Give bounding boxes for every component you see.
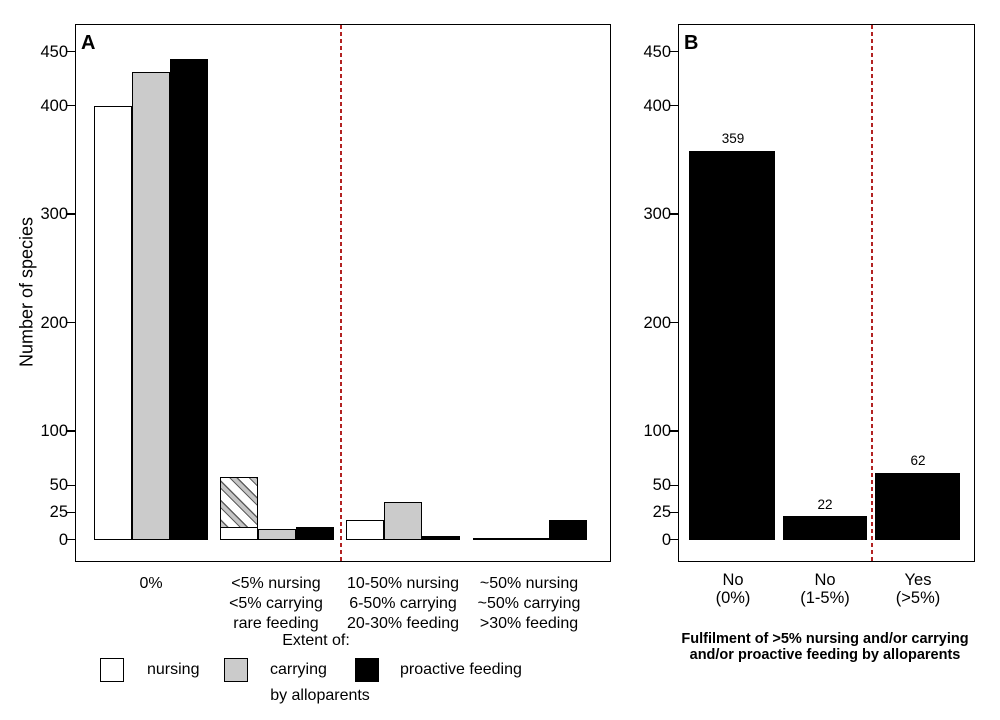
bar-b-yes-gt5pct: [875, 472, 960, 540]
panel-b-letter: B: [684, 32, 699, 54]
x-axis-label-line: No: [722, 571, 744, 589]
bar-a-0pct-carrying: [132, 71, 170, 540]
x-axis-label-line: ~50% nursing: [479, 575, 579, 592]
legend-swatch-proactive-feeding: [355, 658, 379, 682]
bar-a-lt5pct-carrying: [258, 529, 296, 540]
y-tick-label: 100: [643, 422, 671, 441]
y-tick-label: 25: [49, 503, 68, 522]
y-tick-mark: [67, 430, 75, 432]
x-axis-title-line: and/or proactive feeding by alloparents: [689, 646, 961, 663]
y-tick-label: 450: [40, 42, 68, 61]
y-tick-label: 25: [652, 503, 671, 522]
x-axis-label-line: (1-5%): [800, 588, 850, 607]
bar-a-50pct-nursing: [473, 537, 511, 540]
bar-a-10-50pct-proactive-feeding: [422, 535, 460, 540]
x-axis-label-line: <5% nursing: [231, 575, 321, 592]
y-tick-mark: [67, 213, 75, 215]
bar-value-label: 359: [721, 131, 745, 147]
bar-a-lt5pct-nursing-hatched: [220, 477, 258, 540]
legend-swatch-nursing: [100, 658, 124, 682]
x-axis-label-line: 10-50% nursing: [346, 575, 460, 592]
bar-a-lt5pct-nursing-white-base: [221, 527, 257, 539]
y-tick-mark: [670, 213, 678, 215]
bar-b-no-0pct: [689, 150, 775, 540]
x-axis-label-line: 20-30% feeding: [346, 615, 460, 632]
y-tick-mark: [670, 430, 678, 432]
x-axis-label-line: ~50% carrying: [477, 595, 581, 612]
y-axis-title: Number of species: [16, 216, 37, 368]
bar-value-label: 62: [910, 453, 926, 469]
y-tick-mark: [67, 511, 75, 514]
y-tick-mark: [670, 538, 678, 541]
bar-a-10-50pct-nursing: [346, 520, 384, 540]
y-tick-label: 100: [40, 422, 68, 441]
y-tick-mark: [670, 321, 678, 324]
panel-a-plot-box: A: [75, 24, 611, 562]
legend-label-carrying: carrying: [270, 661, 327, 678]
y-tick-mark: [670, 50, 678, 53]
legend-footer: by alloparents: [270, 687, 370, 704]
y-tick-mark: [67, 321, 75, 324]
x-axis-label-line: Yes: [904, 571, 932, 589]
panel-b-plot-box: B: [678, 24, 975, 562]
y-tick-label: 50: [652, 476, 671, 495]
legend-heading: Extent of:: [282, 632, 350, 649]
y-tick-label: 50: [49, 476, 68, 495]
panel-a-letter: A: [81, 32, 96, 54]
y-tick-label: 450: [643, 42, 671, 61]
bar-a-50pct-proactive-feeding: [549, 520, 587, 540]
x-axis-label-line: 6-50% carrying: [349, 595, 457, 612]
bar-a-0pct-nursing: [94, 106, 132, 540]
bar-a-10-50pct-carrying: [384, 502, 422, 540]
x-axis-group-label-50pct: ~50% nursing ~50% carrying >30% feeding: [478, 574, 581, 634]
x-axis-label-line: 0%: [139, 575, 163, 592]
y-tick-mark: [67, 50, 75, 53]
y-tick-label: 300: [40, 205, 68, 224]
legend-label-nursing: nursing: [147, 661, 200, 678]
legend-swatch-carrying: [224, 658, 248, 682]
x-axis-label-line: (0%): [715, 588, 751, 607]
bar-b-no-1-5pct: [783, 516, 867, 540]
x-axis-category-label-no-1-5pct: No (1-5%): [800, 571, 850, 608]
x-axis-label-line: rare feeding: [233, 615, 319, 632]
y-tick-label: 0: [661, 530, 671, 549]
x-axis-group-label-10-50pct: 10-50% nursing 6-50% carrying 20-30% fee…: [347, 574, 459, 634]
bar-a-lt5pct-proactive-feeding: [296, 527, 334, 540]
x-axis-group-label-lt5pct: <5% nursing <5% carrying rare feeding: [229, 574, 323, 634]
legend-label-proactive-feeding: proactive feeding: [400, 661, 522, 678]
y-tick-label: 400: [40, 96, 68, 115]
x-axis-title-line: Fulfilment of >5% nursing and/or carryin…: [681, 631, 969, 647]
y-tick-label: 200: [643, 313, 671, 332]
y-tick-mark: [670, 104, 678, 107]
red-dashed-divider-b: [871, 25, 873, 561]
red-dashed-divider-a: [340, 25, 342, 561]
y-tick-mark: [670, 484, 678, 487]
y-tick-label: 200: [40, 313, 68, 332]
bar-a-0pct-proactive-feeding: [170, 58, 208, 540]
x-axis-label-line: No: [814, 571, 836, 589]
y-tick-label: 0: [58, 530, 68, 549]
x-axis-label-line: (>5%): [895, 588, 941, 607]
y-tick-label: 300: [643, 205, 671, 224]
bar-a-50pct-carrying: [511, 537, 549, 540]
x-axis-category-label-yes-gt5pct: Yes (>5%): [895, 571, 941, 608]
bar-value-label: 22: [817, 496, 833, 512]
y-tick-mark: [670, 511, 678, 514]
x-axis-label-line: <5% carrying: [229, 595, 323, 612]
y-tick-mark: [67, 104, 75, 107]
y-tick-mark: [67, 484, 75, 487]
x-axis-group-label-0pct: 0%: [139, 574, 162, 594]
y-tick-label: 400: [643, 96, 671, 115]
y-tick-mark: [67, 538, 75, 541]
x-axis-category-label-no-0pct: No (0%): [715, 571, 751, 608]
x-axis-label-line: >30% feeding: [479, 615, 579, 632]
x-axis-title-b: Fulfilment of >5% nursing and/or carryin…: [681, 631, 969, 663]
